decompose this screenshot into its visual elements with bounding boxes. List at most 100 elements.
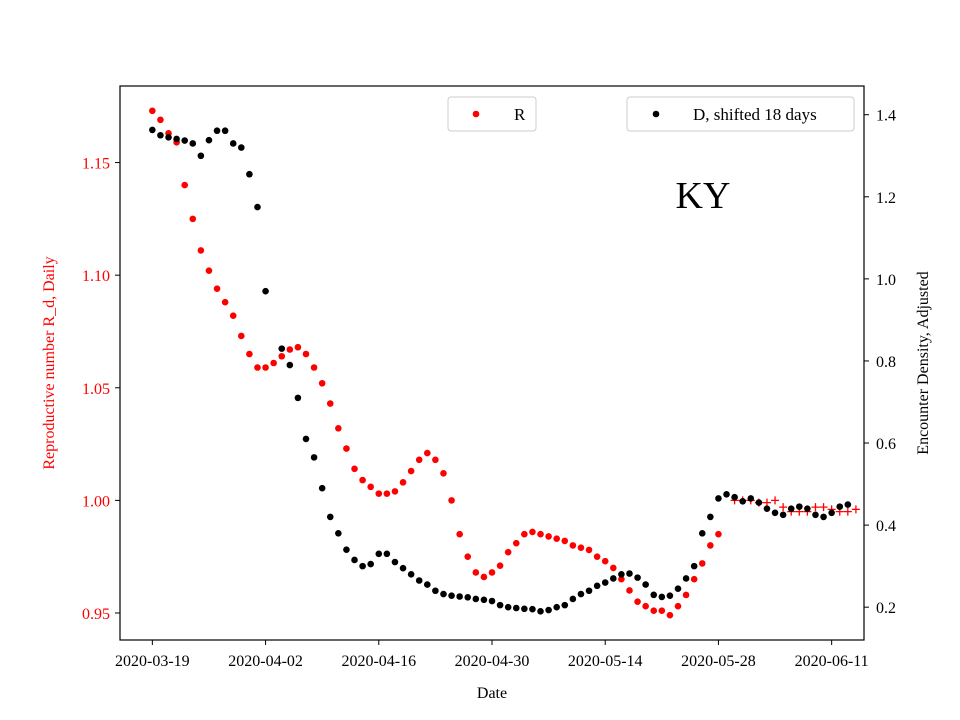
y-right-tick-label: 0.2	[876, 600, 896, 617]
data-point	[383, 490, 391, 497]
data-point	[601, 557, 609, 565]
data-point	[650, 591, 658, 599]
y-left-tick-label: 1.05	[82, 381, 110, 398]
x-tick-label: 2020-05-14	[568, 653, 643, 670]
data-point	[812, 511, 819, 519]
legend-d-label: D, shifted 18 days	[693, 105, 817, 124]
data-point	[771, 509, 779, 517]
data-point	[456, 593, 463, 600]
data-point	[610, 564, 617, 572]
x-tick-label: 2020-04-30	[455, 653, 530, 670]
y-left-tick-label: 1.10	[82, 268, 110, 285]
data-point	[804, 505, 811, 512]
data-point	[375, 490, 383, 497]
data-point	[270, 359, 277, 367]
data-point	[682, 591, 690, 599]
data-point	[351, 556, 358, 564]
data-point	[262, 287, 269, 295]
plot-frame	[119, 85, 865, 641]
data-point	[569, 542, 577, 549]
data-point	[674, 585, 682, 593]
data-point	[399, 564, 407, 572]
data-point	[302, 350, 310, 358]
data-point	[529, 605, 536, 613]
data-point	[715, 495, 722, 502]
data-point	[165, 133, 172, 141]
data-point	[504, 548, 512, 556]
data-point	[391, 488, 399, 495]
data-point	[415, 456, 423, 464]
data-point-plus	[843, 507, 852, 516]
data-point	[391, 558, 399, 566]
data-point	[335, 530, 342, 537]
legend-r: R	[447, 96, 537, 132]
data-point-plus	[851, 505, 860, 514]
data-point-plus	[779, 503, 788, 512]
x-ticks: 2020-03-19 2020-04-02 2020-04-16 2020-04-30…	[115, 640, 869, 670]
data-point	[213, 127, 221, 135]
data-point	[310, 364, 318, 371]
data-point	[415, 577, 423, 584]
data-point	[739, 497, 746, 505]
data-point	[666, 592, 674, 599]
data-point	[157, 116, 164, 124]
data-point	[666, 611, 674, 619]
data-point	[221, 298, 229, 306]
data-point	[512, 539, 520, 547]
data-point	[496, 562, 504, 569]
data-point	[593, 582, 601, 590]
data-point	[779, 511, 787, 519]
y-right-tick-label: 1.0	[876, 272, 896, 289]
data-point	[698, 530, 706, 537]
data-point	[407, 571, 415, 578]
data-point	[343, 445, 350, 452]
data-point	[238, 144, 245, 151]
data-point	[359, 562, 366, 570]
data-point	[480, 596, 488, 604]
data-point	[432, 587, 439, 595]
data-point	[424, 581, 431, 588]
x-axis-label: Date	[477, 685, 507, 702]
data-point	[286, 361, 294, 369]
data-point	[658, 593, 666, 601]
x-tick-label: 2020-04-16	[341, 653, 416, 670]
data-point	[755, 499, 763, 506]
data-point	[747, 495, 755, 502]
data-point	[205, 136, 213, 144]
data-point	[205, 267, 213, 274]
y-right-tick-label: 1.2	[876, 190, 896, 207]
data-point	[343, 546, 350, 554]
data-point	[674, 602, 682, 610]
legend-r-box	[447, 96, 537, 132]
data-point	[238, 332, 245, 340]
data-point	[432, 456, 439, 464]
data-point	[197, 152, 205, 160]
data-point	[173, 135, 180, 143]
data-point	[157, 131, 164, 139]
y-left-tick-label: 0.95	[82, 606, 110, 623]
x-tick-label: 2020-05-28	[681, 653, 756, 670]
data-point	[472, 595, 480, 603]
y-left-tick-label: 1.00	[82, 493, 110, 510]
data-point	[464, 553, 472, 560]
y-axis-label-left: Reproductive number R_d, Daily	[41, 256, 58, 469]
y-ticks-left: 0.95 1.00 1.05 1.10 1.15	[82, 156, 120, 623]
data-point	[480, 573, 488, 581]
data-point	[593, 553, 601, 560]
data-point	[221, 127, 229, 135]
data-point	[634, 598, 641, 606]
data-point	[610, 575, 617, 582]
legend-d-marker	[652, 110, 660, 118]
data-point	[318, 484, 326, 492]
data-point	[302, 435, 310, 443]
data-point	[367, 483, 374, 491]
legend-d-box	[626, 96, 855, 132]
data-point	[537, 530, 544, 538]
data-point-plus	[811, 503, 820, 512]
data-point	[197, 247, 205, 254]
data-point	[634, 574, 641, 581]
data-point	[229, 140, 237, 147]
data-point	[504, 603, 512, 611]
data-point	[310, 454, 318, 461]
